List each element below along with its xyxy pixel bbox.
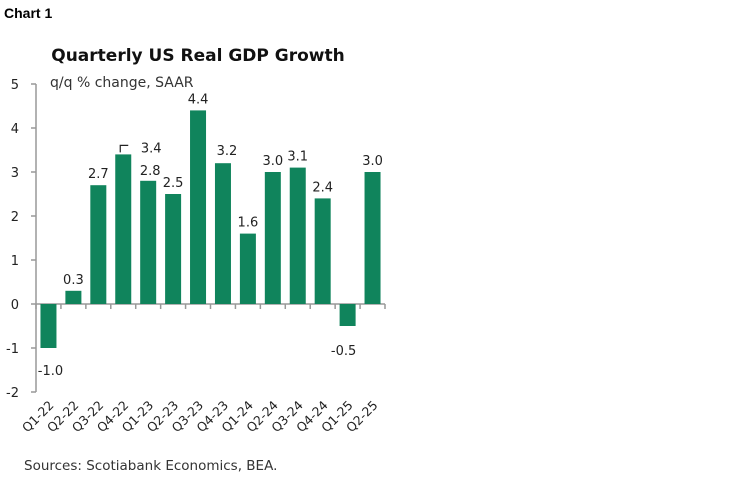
data-label: 3.0 (262, 154, 283, 169)
chart-title: Quarterly US Real GDP Growth (51, 46, 344, 66)
data-label: 3.4 (141, 141, 162, 156)
data-label: 4.4 (188, 92, 209, 107)
source-note: Sources: Scotiabank Economics, BEA. (24, 458, 277, 474)
bar (190, 110, 207, 305)
y-tick-label: 0 (11, 298, 19, 313)
bar (339, 304, 356, 326)
bar (65, 290, 82, 304)
data-label: 2.4 (312, 180, 333, 195)
y-tick-label: 5 (11, 78, 19, 93)
data-label: -0.5 (331, 344, 356, 359)
y-tick-label: 4 (11, 122, 19, 137)
data-label: 3.0 (362, 154, 383, 169)
data-label: 3.2 (217, 144, 238, 159)
bar (314, 198, 331, 304)
data-label: 2.7 (88, 167, 109, 182)
bar (289, 167, 306, 304)
bar (264, 172, 281, 304)
bar (214, 163, 231, 304)
y-tick-label: 1 (11, 254, 19, 269)
bar (239, 233, 256, 304)
bar (165, 194, 182, 304)
data-label: 3.1 (287, 150, 308, 165)
y-tick-label: 2 (11, 210, 19, 225)
bar (90, 185, 107, 304)
bar (115, 154, 132, 304)
leader-line (119, 144, 129, 153)
data-label: 0.3 (63, 273, 84, 288)
data-label: 1.6 (238, 216, 259, 231)
data-label: 2.5 (163, 176, 184, 191)
chart-label: Chart 1 (4, 5, 53, 21)
bar (40, 304, 57, 348)
y-tick-label: -2 (6, 386, 19, 401)
bar (364, 172, 381, 304)
data-label: -1.0 (38, 364, 63, 379)
chart-subtitle: q/q % change, SAAR (50, 75, 194, 91)
bar (140, 180, 157, 304)
data-label: 2.8 (140, 164, 161, 179)
y-tick-label: 3 (11, 166, 19, 181)
y-tick-label: -1 (6, 342, 19, 357)
